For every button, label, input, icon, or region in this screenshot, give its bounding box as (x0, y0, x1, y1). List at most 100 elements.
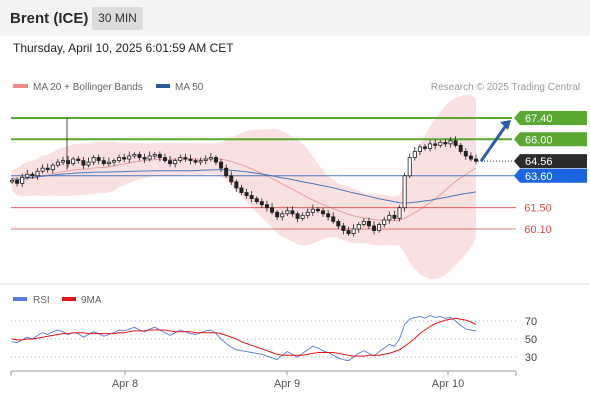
candle (111, 158, 116, 166)
candle (162, 153, 167, 163)
candle (25, 169, 30, 180)
candle-down (142, 157, 147, 160)
candle-down (234, 181, 239, 189)
candle-up (310, 208, 315, 213)
level-label: 60.10 (524, 224, 552, 236)
candle-down (270, 207, 275, 213)
candle-up (412, 151, 417, 158)
rsi-ma-line (11, 317, 477, 357)
candle-up (25, 173, 30, 178)
candle-down (229, 175, 234, 183)
ma20-line (11, 158, 477, 222)
candle (280, 210, 285, 221)
candle-down (193, 160, 198, 163)
candle (254, 196, 259, 204)
candle-down (81, 160, 86, 166)
candle (219, 159, 224, 172)
level-label: 63.60 (525, 171, 553, 183)
candle-down (463, 151, 468, 157)
candle-up (20, 176, 25, 184)
candle (448, 137, 453, 148)
candle (55, 159, 60, 168)
candle-down (76, 158, 81, 161)
x-tick-label: Apr 8 (112, 378, 138, 390)
candle (127, 151, 132, 163)
candle-up (300, 214, 305, 219)
candle-up (40, 167, 45, 172)
candle-down (96, 157, 101, 161)
candle (392, 210, 397, 221)
candle (428, 140, 433, 152)
candle-up (35, 170, 40, 177)
timestamp: Thursday, April 10, 2025 6:01:59 AM CET (13, 41, 234, 55)
candle (229, 171, 234, 185)
candle (224, 164, 229, 179)
candle-down (331, 216, 336, 222)
rsi-line (11, 315, 477, 362)
candle (193, 158, 198, 165)
candle-up (203, 158, 208, 161)
candle (264, 200, 269, 212)
candle-up (387, 214, 392, 221)
candle-down (137, 154, 142, 158)
candle (91, 155, 96, 166)
candle (443, 139, 448, 147)
candle-up (407, 157, 412, 177)
candle (259, 198, 264, 208)
candle (438, 140, 443, 148)
candle-up (147, 155, 152, 160)
x-tick-label: Apr 10 (432, 378, 464, 390)
candle (40, 164, 45, 174)
candle-up (117, 157, 122, 161)
candle-up (86, 161, 91, 166)
candle-up (71, 158, 76, 165)
candle (310, 204, 315, 217)
candle (412, 146, 417, 161)
candle-down (392, 214, 397, 219)
ma20-legend-swatch (13, 84, 28, 88)
rsi-legend-swatch (13, 297, 27, 301)
candle-up (382, 219, 387, 225)
candle-down (275, 211, 280, 218)
candle (397, 205, 402, 222)
level-label: 64.56 (525, 156, 553, 168)
candle (402, 172, 407, 212)
candle (300, 212, 305, 221)
candle-up (111, 160, 116, 163)
candle (356, 222, 361, 233)
candle (168, 156, 173, 167)
candle (346, 226, 351, 236)
candle (178, 154, 183, 163)
timeframe-button[interactable]: 30 MIN (92, 7, 143, 30)
candle-up (198, 160, 203, 163)
candle (377, 222, 382, 233)
candle (45, 163, 50, 173)
candle (361, 218, 366, 227)
candle (372, 221, 377, 235)
candle (198, 157, 203, 166)
candle (473, 154, 478, 165)
candle-up (356, 224, 361, 230)
candle (66, 156, 71, 168)
candle-up (402, 175, 407, 209)
candle (249, 190, 254, 203)
x-tick-label: Apr 9 (274, 378, 300, 390)
bollinger-band (12, 94, 476, 279)
candle (417, 144, 422, 156)
candle-down (326, 213, 331, 218)
candle-up (106, 161, 111, 165)
candle-up (91, 157, 96, 163)
candle-down (101, 160, 106, 165)
candle-down (183, 157, 188, 160)
candle-down (366, 220, 371, 227)
candle (366, 217, 371, 229)
candle-down (321, 210, 326, 215)
candle (106, 157, 111, 167)
candle-down (443, 141, 448, 145)
candle (275, 209, 280, 220)
candle-down (15, 179, 20, 184)
candle (295, 211, 300, 223)
candle-up (9, 179, 14, 183)
candle (86, 157, 91, 168)
